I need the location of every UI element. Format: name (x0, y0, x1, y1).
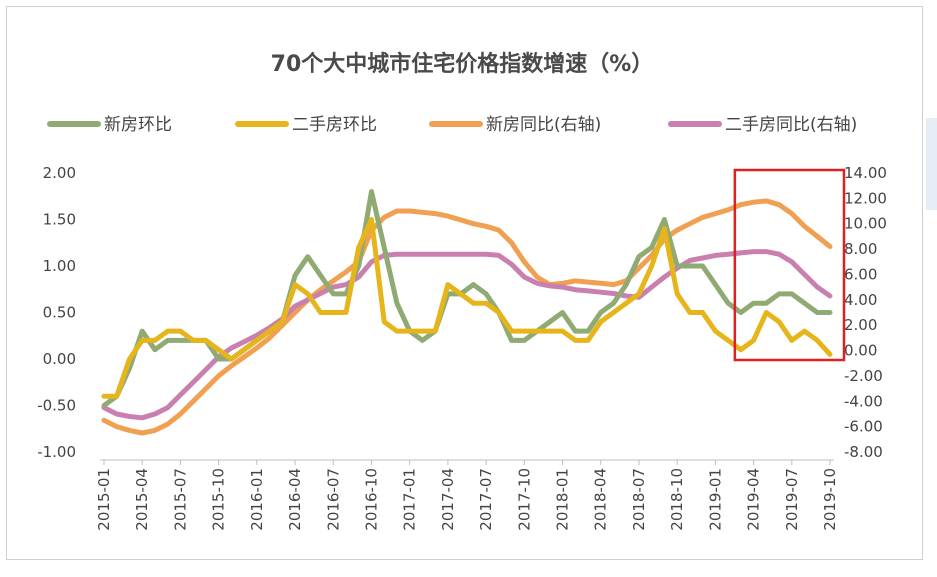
x-tick-label: 2018-04 (592, 468, 610, 531)
series-line-0 (101, 189, 833, 408)
x-tick-label: 2016-04 (286, 468, 304, 531)
legend: 新房环比 二手房环比 新房同比(右轴) 二手房同比(右轴) (47, 115, 857, 135)
x-tick-label: 2018-10 (668, 468, 686, 531)
y-right-tick-label: 2.00 (844, 316, 877, 334)
y-left-tick-label: 1.00 (43, 257, 76, 275)
legend-label-0: 新房环比 (104, 115, 172, 135)
x-tick-label: 2016-01 (248, 468, 266, 531)
series-lines (101, 189, 833, 436)
y-axis-left: 2.00 1.50 1.00 0.50 0.00 -0.50 -1.00 (37, 164, 76, 461)
x-tick-label: 2019-07 (783, 468, 801, 531)
y-right-tick-label: 0.00 (844, 342, 877, 360)
y-right-tick-label: -6.00 (844, 418, 883, 436)
y-left-tick-label: 1.50 (43, 211, 76, 229)
legend-label-1: 二手房环比 (292, 115, 377, 135)
x-tick-label: 2017-10 (515, 468, 533, 531)
x-tick-label: 2016-10 (362, 468, 380, 531)
series-line-1 (101, 217, 833, 399)
x-tick-label: 2018-01 (554, 468, 572, 531)
x-tick-label: 2015-01 (95, 468, 113, 531)
x-tick-label: 2019-10 (821, 468, 839, 531)
x-tick-label: 2018-07 (630, 468, 648, 531)
y-right-tick-label: 12.00 (844, 189, 887, 207)
chart-title: 70个大中城市住宅价格指数增速（%） (271, 51, 654, 77)
x-tick-label: 2016-07 (324, 468, 342, 531)
x-tick-label: 2017-01 (401, 468, 419, 531)
y-left-tick-label: -1.00 (37, 443, 76, 461)
y-left-tick-label: 0.50 (43, 304, 76, 322)
x-tick-label: 2015-10 (210, 468, 228, 531)
highlight-box-group (733, 168, 846, 362)
legend-label-3: 二手房同比(右轴) (725, 115, 857, 135)
y-axis-right: 14.00 12.00 10.00 8.00 6.00 4.00 2.00 0.00 -2.00… (844, 164, 887, 461)
y-left-tick-label: -0.50 (37, 397, 76, 415)
side-decoration (926, 118, 937, 210)
y-right-tick-label: -8.00 (844, 443, 883, 461)
series-line-2 (101, 198, 833, 436)
highlight-box (733, 168, 846, 362)
chart-frame (6, 6, 923, 560)
y-right-tick-label: -4.00 (844, 392, 883, 410)
y-right-tick-label: 10.00 (844, 215, 887, 233)
y-right-tick-label: 4.00 (844, 291, 877, 309)
x-tick-label: 2017-04 (439, 468, 457, 531)
x-tick-label: 2019-01 (706, 468, 724, 531)
y-right-tick-label: 6.00 (844, 265, 877, 283)
y-right-tick-label: 14.00 (844, 164, 887, 182)
x-tick-label: 2015-04 (133, 468, 151, 531)
legend-label-2: 新房同比(右轴) (486, 115, 601, 135)
x-axis: 2015-01 2015-04 2015-07 2015-10 2016-01 2016-… (95, 459, 839, 531)
y-right-tick-label: -2.00 (844, 367, 883, 385)
y-left-tick-label: 2.00 (43, 164, 76, 182)
x-tick-label: 2017-07 (477, 468, 495, 531)
y-right-tick-label: 8.00 (844, 240, 877, 258)
y-left-tick-label: 0.00 (43, 350, 76, 368)
x-tick-label: 2015-07 (171, 468, 189, 531)
x-tick-label: 2019-04 (745, 468, 763, 531)
